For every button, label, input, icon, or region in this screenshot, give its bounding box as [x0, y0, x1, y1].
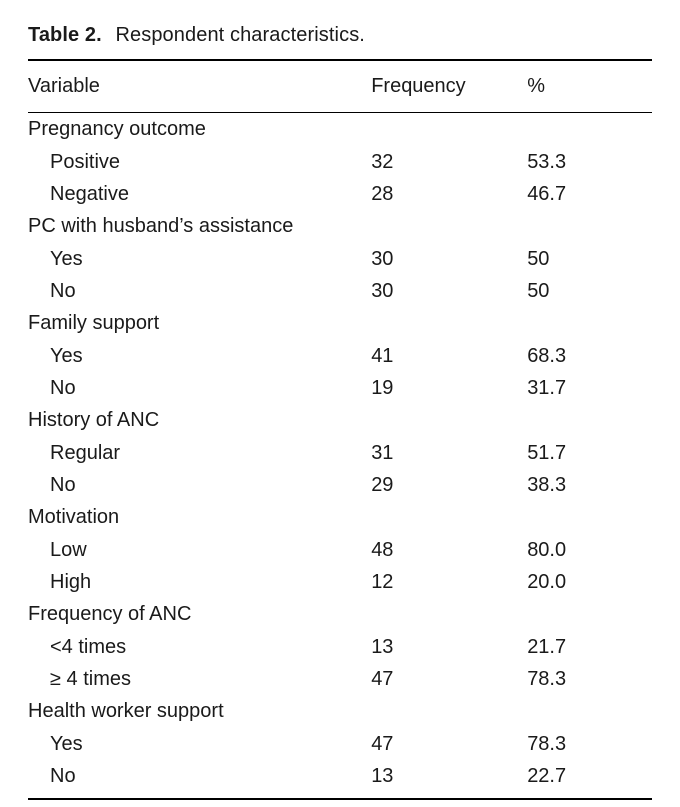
- row-label: <4 times: [28, 631, 371, 663]
- row-frequency: 30: [371, 275, 527, 307]
- row-label: High: [28, 566, 371, 598]
- row-label: ≥ 4 times: [28, 663, 371, 695]
- table-row: No 29 38.3: [28, 469, 652, 501]
- row-label: Positive: [28, 146, 371, 178]
- row-percent: 50: [527, 243, 652, 275]
- row-label: No: [28, 469, 371, 501]
- group-row: PC with husband’s assistance: [28, 210, 652, 243]
- table-caption: Table 2. Respondent characteristics.: [28, 24, 652, 47]
- group-row: Pregnancy outcome: [28, 113, 652, 147]
- table-row: Negative 28 46.7: [28, 178, 652, 210]
- table-row: High 12 20.0: [28, 566, 652, 598]
- row-label: Regular: [28, 437, 371, 469]
- table-row: <4 times 13 21.7: [28, 631, 652, 663]
- row-label: No: [28, 372, 371, 404]
- row-percent: 53.3: [527, 146, 652, 178]
- group-label: Motivation: [28, 501, 652, 534]
- header-row: Variable Frequency %: [28, 60, 652, 113]
- table-row: Yes 41 68.3: [28, 340, 652, 372]
- row-percent: 68.3: [527, 340, 652, 372]
- row-frequency: 47: [371, 728, 527, 760]
- row-percent: 46.7: [527, 178, 652, 210]
- row-label: Yes: [28, 243, 371, 275]
- data-table: Variable Frequency % Pregnancy outcome P…: [28, 59, 652, 800]
- row-label: Negative: [28, 178, 371, 210]
- table-row: Yes 47 78.3: [28, 728, 652, 760]
- row-label: Low: [28, 534, 371, 566]
- table-row: No 30 50: [28, 275, 652, 307]
- table-figure: Table 2. Respondent characteristics. Var…: [0, 0, 680, 807]
- row-frequency: 32: [371, 146, 527, 178]
- row-frequency: 29: [371, 469, 527, 501]
- row-frequency: 19: [371, 372, 527, 404]
- group-row: Frequency of ANC: [28, 598, 652, 631]
- row-percent: 51.7: [527, 437, 652, 469]
- row-frequency: 13: [371, 631, 527, 663]
- col-header-frequency: Frequency: [371, 60, 527, 113]
- table-row: ≥ 4 times 47 78.3: [28, 663, 652, 695]
- row-frequency: 31: [371, 437, 527, 469]
- row-frequency: 48: [371, 534, 527, 566]
- col-header-percent: %: [527, 60, 652, 113]
- row-frequency: 41: [371, 340, 527, 372]
- table-row: Positive 32 53.3: [28, 146, 652, 178]
- row-percent: 50: [527, 275, 652, 307]
- row-percent: 20.0: [527, 566, 652, 598]
- group-label: PC with husband’s assistance: [28, 210, 652, 243]
- row-label: No: [28, 760, 371, 799]
- row-label: No: [28, 275, 371, 307]
- row-frequency: 47: [371, 663, 527, 695]
- row-frequency: 13: [371, 760, 527, 799]
- group-label: Family support: [28, 307, 652, 340]
- group-label: Frequency of ANC: [28, 598, 652, 631]
- table-row: No 19 31.7: [28, 372, 652, 404]
- row-label: Yes: [28, 340, 371, 372]
- table-body: Pregnancy outcome Positive 32 53.3 Negat…: [28, 113, 652, 799]
- table-label: Table 2.: [28, 24, 102, 46]
- group-row: Motivation: [28, 501, 652, 534]
- row-percent: 78.3: [527, 728, 652, 760]
- table-row: Low 48 80.0: [28, 534, 652, 566]
- row-percent: 78.3: [527, 663, 652, 695]
- group-label: Pregnancy outcome: [28, 113, 652, 147]
- row-percent: 22.7: [527, 760, 652, 799]
- group-label: History of ANC: [28, 404, 652, 437]
- row-percent: 38.3: [527, 469, 652, 501]
- table-title: Respondent characteristics.: [115, 24, 365, 46]
- row-percent: 31.7: [527, 372, 652, 404]
- group-row: Family support: [28, 307, 652, 340]
- row-percent: 80.0: [527, 534, 652, 566]
- table-row: Regular 31 51.7: [28, 437, 652, 469]
- group-row: History of ANC: [28, 404, 652, 437]
- group-row: Health worker support: [28, 695, 652, 728]
- row-label: Yes: [28, 728, 371, 760]
- col-header-variable: Variable: [28, 60, 371, 113]
- row-frequency: 12: [371, 566, 527, 598]
- group-label: Health worker support: [28, 695, 652, 728]
- table-row: Yes 30 50: [28, 243, 652, 275]
- row-frequency: 30: [371, 243, 527, 275]
- table-row: No 13 22.7: [28, 760, 652, 799]
- row-percent: 21.7: [527, 631, 652, 663]
- row-frequency: 28: [371, 178, 527, 210]
